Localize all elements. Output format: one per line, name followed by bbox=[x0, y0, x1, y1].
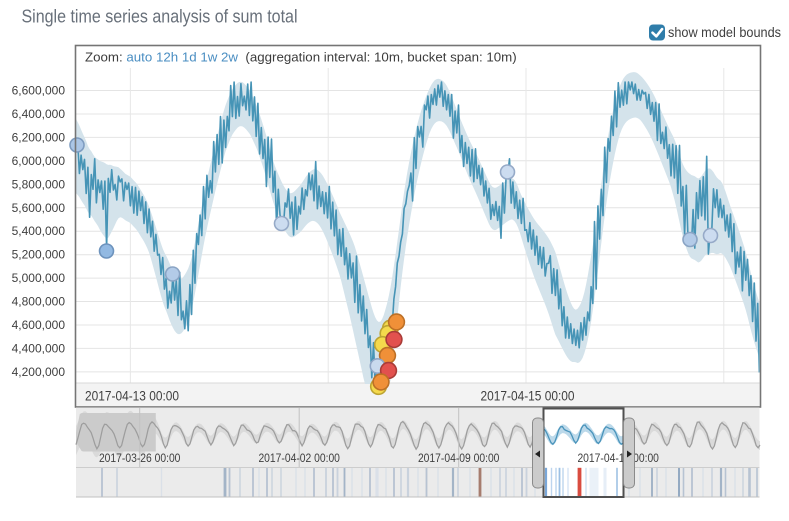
svg-text:2017-04-09 00:00: 2017-04-09 00:00 bbox=[418, 451, 500, 465]
svg-text:Single time series analysis of: Single time series analysis of sum total bbox=[22, 6, 298, 27]
svg-text:Zoom: auto 12h 1d 1w 2w (aggr: Zoom: auto 12h 1d 1w 2w (aggregation int… bbox=[85, 50, 517, 65]
svg-text:2017-04-13 00:00: 2017-04-13 00:00 bbox=[85, 389, 179, 404]
svg-text:6,600,000: 6,600,000 bbox=[12, 84, 66, 98]
svg-text:5,000,000: 5,000,000 bbox=[12, 271, 66, 285]
svg-text:4,600,000: 4,600,000 bbox=[12, 318, 66, 332]
svg-text:2017-04-15 00:00: 2017-04-15 00:00 bbox=[481, 389, 575, 404]
svg-text:4,200,000: 4,200,000 bbox=[12, 365, 66, 379]
svg-text:2017-03-26 00:00: 2017-03-26 00:00 bbox=[99, 451, 181, 465]
svg-text:2017-04-02 00:00: 2017-04-02 00:00 bbox=[258, 451, 340, 465]
svg-text:2017-04-16 00:00: 2017-04-16 00:00 bbox=[577, 451, 659, 465]
svg-text:5,600,000: 5,600,000 bbox=[12, 201, 66, 215]
svg-text:6,000,000: 6,000,000 bbox=[12, 154, 66, 168]
svg-text:6,400,000: 6,400,000 bbox=[12, 107, 66, 121]
svg-text:5,800,000: 5,800,000 bbox=[12, 177, 66, 191]
svg-text:5,200,000: 5,200,000 bbox=[12, 248, 66, 262]
svg-text:4,400,000: 4,400,000 bbox=[12, 341, 66, 355]
svg-text:5,400,000: 5,400,000 bbox=[12, 224, 66, 238]
svg-text:6,200,000: 6,200,000 bbox=[12, 130, 66, 144]
svg-text:show model bounds: show model bounds bbox=[668, 25, 781, 40]
svg-text:4,800,000: 4,800,000 bbox=[12, 295, 66, 309]
